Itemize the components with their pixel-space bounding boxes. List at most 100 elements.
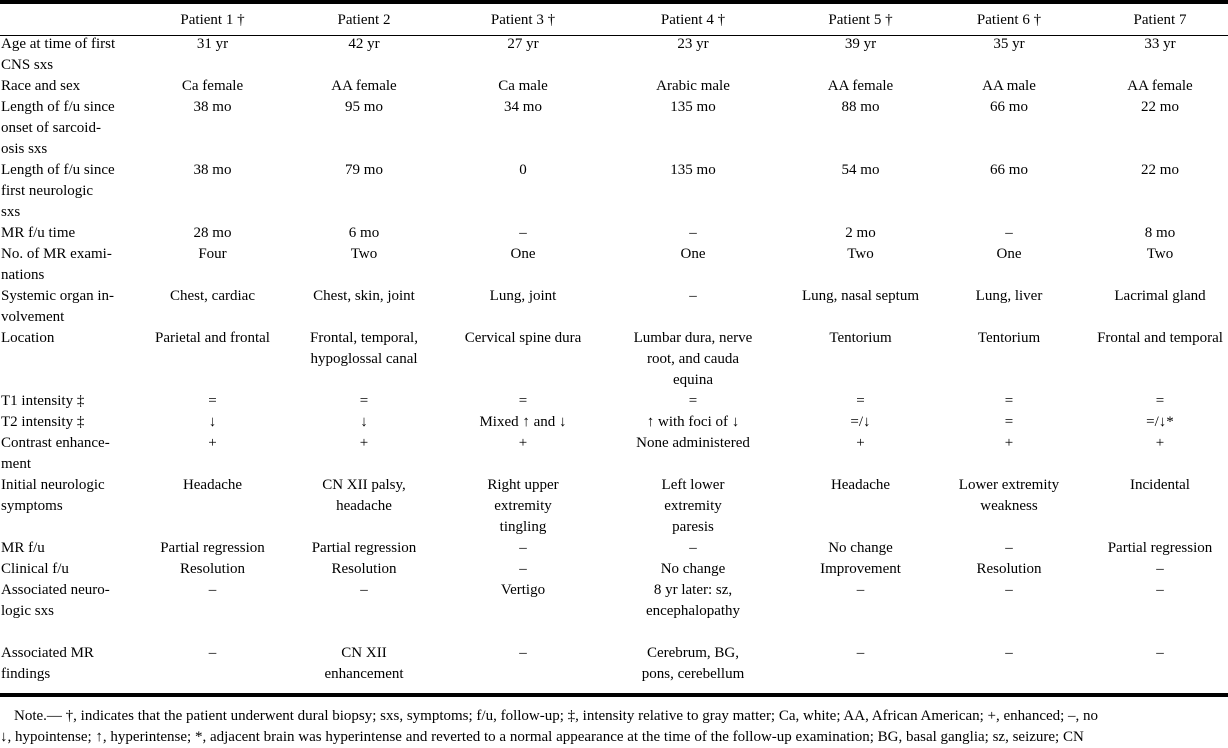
table-cell: – — [519, 540, 527, 556]
table-body: Age at time of first CNS sxs 31 yr 42 yr 27 … — [0, 34, 1228, 685]
header-cell: Patient 5 † — [828, 11, 893, 28]
table-header-row: Patient 1 † Patient 2 Patient 3 † Patien… — [0, 6, 1228, 34]
table-row: MR f/u Partial regression Partial regressi… — [0, 538, 1228, 559]
table-cell: CN XII palsy, headache — [285, 475, 443, 538]
table-cell: Left lower extremity paresis — [603, 475, 783, 538]
table-cell: 135 mo — [670, 99, 716, 115]
row-label: MR f/u — [0, 538, 140, 559]
table-cell: + — [359, 435, 369, 451]
table-cell: = — [856, 393, 865, 409]
row-label: Associated MR findings — [0, 643, 140, 685]
table-cell: – — [140, 580, 285, 643]
table-cell: Tentorium — [783, 328, 938, 391]
cell-line: Incidental — [1130, 477, 1190, 493]
table-cell: No change — [828, 540, 893, 556]
table-cell: 135 mo — [670, 162, 716, 178]
row-label: Length of f/u since onset of sarcoid-osis… — [0, 97, 140, 160]
table-cell: Lacrimal gland — [1114, 288, 1206, 304]
row-label: Race and sex — [0, 76, 140, 97]
table-cell: 66 mo — [990, 99, 1028, 115]
cell-line: paresis — [672, 519, 714, 535]
cell-line: – — [360, 582, 368, 598]
table-cell: Resolution — [179, 561, 245, 577]
cell-line: enhancement — [324, 666, 404, 682]
row-label-line: logic sxs — [1, 603, 54, 619]
table-cell: Resolution — [331, 561, 397, 577]
table-row: T1 intensity ‡ = = = = = = = — [0, 391, 1228, 412]
table-cell: None administered — [636, 435, 750, 451]
table-cell: 22 mo — [1141, 162, 1179, 178]
cell-line: Cerebrum, BG, — [646, 645, 740, 661]
row-label-line: Race and sex — [1, 78, 81, 94]
row-label-line: Length of f/u since — [1, 162, 115, 178]
table-cell: – — [938, 643, 1080, 685]
table-cell: Incidental — [1080, 475, 1228, 538]
row-label-line: T2 intensity ‡ — [1, 414, 85, 430]
table-cell: AA male — [982, 78, 1036, 94]
table-cell: ↓ — [360, 414, 368, 430]
header-cell: Patient 2 — [337, 11, 391, 28]
table-cell: Lower extremity weakness — [938, 475, 1080, 538]
table-cell: + — [856, 435, 865, 451]
row-label-line: first neurologic — [1, 183, 94, 199]
table-cell: 88 mo — [841, 99, 880, 115]
table-cell: – — [285, 580, 443, 643]
table-cell: 33 yr — [1144, 36, 1176, 52]
table-cell: ↑ with foci of ↓ — [646, 414, 740, 430]
table-cell: 38 mo — [193, 99, 232, 115]
cell-line: – — [1005, 582, 1013, 598]
cell-line: Lower extremity — [958, 477, 1060, 493]
cell-line: – — [856, 582, 865, 598]
cell-line: Cervical spine dura — [464, 330, 582, 346]
cell-line: 8 yr later: sz, — [653, 582, 733, 598]
cell-line: – — [1005, 645, 1013, 661]
header-cell — [0, 6, 140, 34]
cell-line: extremity — [664, 498, 722, 514]
cell-line: CN XII — [341, 645, 387, 661]
table-cell: – — [140, 643, 285, 685]
table-cell: 6 mo — [348, 225, 380, 241]
cell-line: Parietal and frontal — [155, 330, 270, 346]
table-cell: – — [689, 288, 697, 304]
table-cell: 95 mo — [345, 99, 383, 115]
table-cell: 35 yr — [993, 36, 1025, 52]
note-line: ↓, hypointense; ↑, hyperintense; *, adja… — [0, 729, 1084, 745]
row-label-line: onset of sarcoid- — [1, 120, 101, 136]
row-label: Associated neuro-logic sxs — [0, 580, 140, 643]
row-label-line: symptoms — [1, 498, 63, 514]
table-cell: 22 mo — [1141, 99, 1179, 115]
table-cell: 0 — [519, 162, 527, 178]
table-cell: 8 mo — [1144, 225, 1176, 241]
patient-table: Patient 1 † Patient 2 Patient 3 † Patien… — [0, 6, 1228, 685]
table-notes: Note.— †, indicates that the patient und… — [0, 706, 1228, 748]
cell-line: headache — [336, 498, 392, 514]
header-cell: Patient 1 † — [180, 11, 245, 28]
table-cell: Partial regression — [1107, 540, 1213, 556]
row-label-line: MR f/u time — [1, 225, 76, 241]
table-row: MR f/u time 28 mo 6 mo – – 2 mo – 8 mo — [0, 223, 1228, 244]
table-cell: 42 yr — [348, 36, 380, 52]
row-label: No. of MR exami-nations — [0, 244, 140, 286]
row-label-line: Clinical f/u — [1, 561, 69, 577]
cell-line: pons, cerebellum — [641, 666, 745, 682]
bottom-rule — [0, 693, 1228, 697]
table-cell: One — [680, 246, 706, 262]
table-row: Initial neurologic symptoms Headache CN XII… — [0, 475, 1228, 538]
row-label: Age at time of first CNS sxs — [0, 34, 140, 76]
table-cell: Cerebrum, BG, pons, cerebellum — [603, 643, 783, 685]
cell-line: weakness — [980, 498, 1038, 514]
row-label-line: Contrast enhance- — [1, 435, 110, 451]
table-row: Associated neuro-logic sxs – – Vertigo 8 yr … — [0, 580, 1228, 643]
cell-line: – — [208, 645, 217, 661]
table-cell: 27 yr — [507, 36, 539, 52]
cell-line: – — [519, 645, 527, 661]
table-row: Location Parietal and frontal Frontal, tem… — [0, 328, 1228, 391]
row-label: Clinical f/u — [0, 559, 140, 580]
table-cell: AA female — [1127, 78, 1193, 94]
cell-line: CN XII palsy, — [322, 477, 406, 493]
row-label-line: No. of MR exami- — [1, 246, 112, 262]
note-line: Note.— †, indicates that the patient und… — [14, 708, 1099, 724]
table-cell: – — [689, 225, 697, 241]
table-cell: Lumbar dura, nerve root, and cauda equina — [603, 328, 783, 391]
table-cell: Frontal, temporal, hypoglossal canal — [285, 328, 443, 391]
